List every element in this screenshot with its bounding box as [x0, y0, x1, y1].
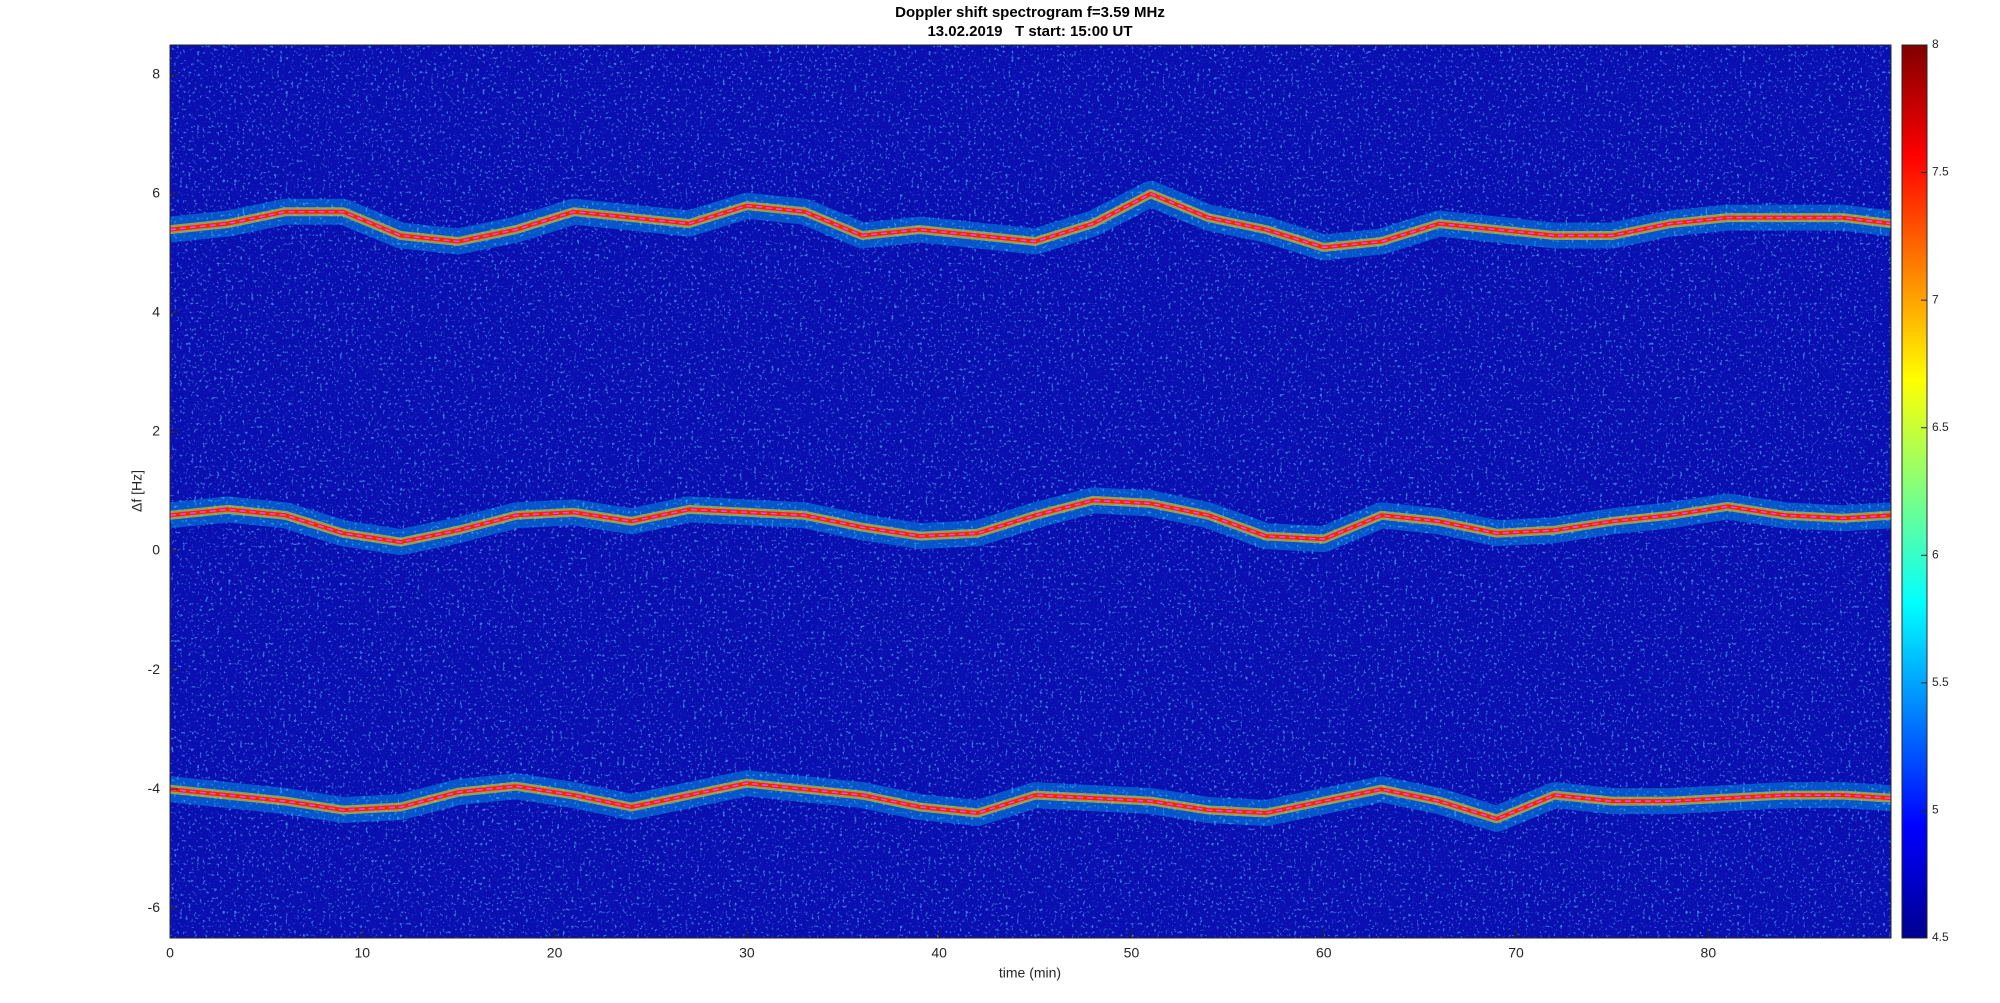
y-tick-label: 2	[152, 423, 160, 439]
y-tick-label: 6	[152, 185, 160, 201]
colorbar	[1901, 44, 1928, 939]
x-tick-label: 40	[931, 945, 947, 961]
y-tick-label: 8	[152, 65, 160, 81]
colorbar-tick-label: 8	[1932, 37, 1939, 51]
colorbar-tick-label: 4.5	[1932, 930, 1949, 944]
colorbar-tick-label: 7	[1932, 292, 1939, 306]
y-tick-label: -2	[148, 661, 161, 677]
x-tick-label: 60	[1316, 945, 1332, 961]
x-tick-label: 50	[1124, 945, 1140, 961]
y-tick-label: 0	[152, 542, 160, 558]
trace-fit	[170, 782, 1891, 820]
plot-frame	[169, 44, 1892, 939]
x-tick-label: 0	[166, 945, 174, 961]
x-tick-label: 70	[1508, 945, 1524, 961]
chart-title: Doppler shift spectrogram f=3.59 MHz	[895, 4, 1165, 21]
colorbar-tick-label: 6.5	[1932, 420, 1949, 434]
x-tick-label: 80	[1701, 945, 1717, 961]
y-tick-label: -4	[148, 780, 161, 796]
colorbar-tick-label: 5	[1932, 803, 1939, 817]
y-axis-label: Δf [Hz]	[129, 470, 145, 512]
colorbar-tick-label: 5.5	[1932, 675, 1949, 689]
trace-fit	[170, 499, 1891, 543]
chart-subtitle: 13.02.2019 T start: 15:00 UT	[927, 23, 1132, 40]
x-tick-label: 10	[355, 945, 371, 961]
y-tick-label: 4	[152, 304, 160, 320]
trace-fit	[170, 193, 1891, 249]
plot-area	[170, 180, 1891, 832]
x-axis-label: time (min)	[999, 965, 1061, 981]
x-tick-label: 30	[739, 945, 755, 961]
y-tick-label: -6	[148, 899, 161, 915]
colorbar-tick-label: 7.5	[1932, 165, 1949, 179]
x-tick-label: 20	[547, 945, 563, 961]
colorbar-tick-label: 6	[1932, 547, 1939, 561]
